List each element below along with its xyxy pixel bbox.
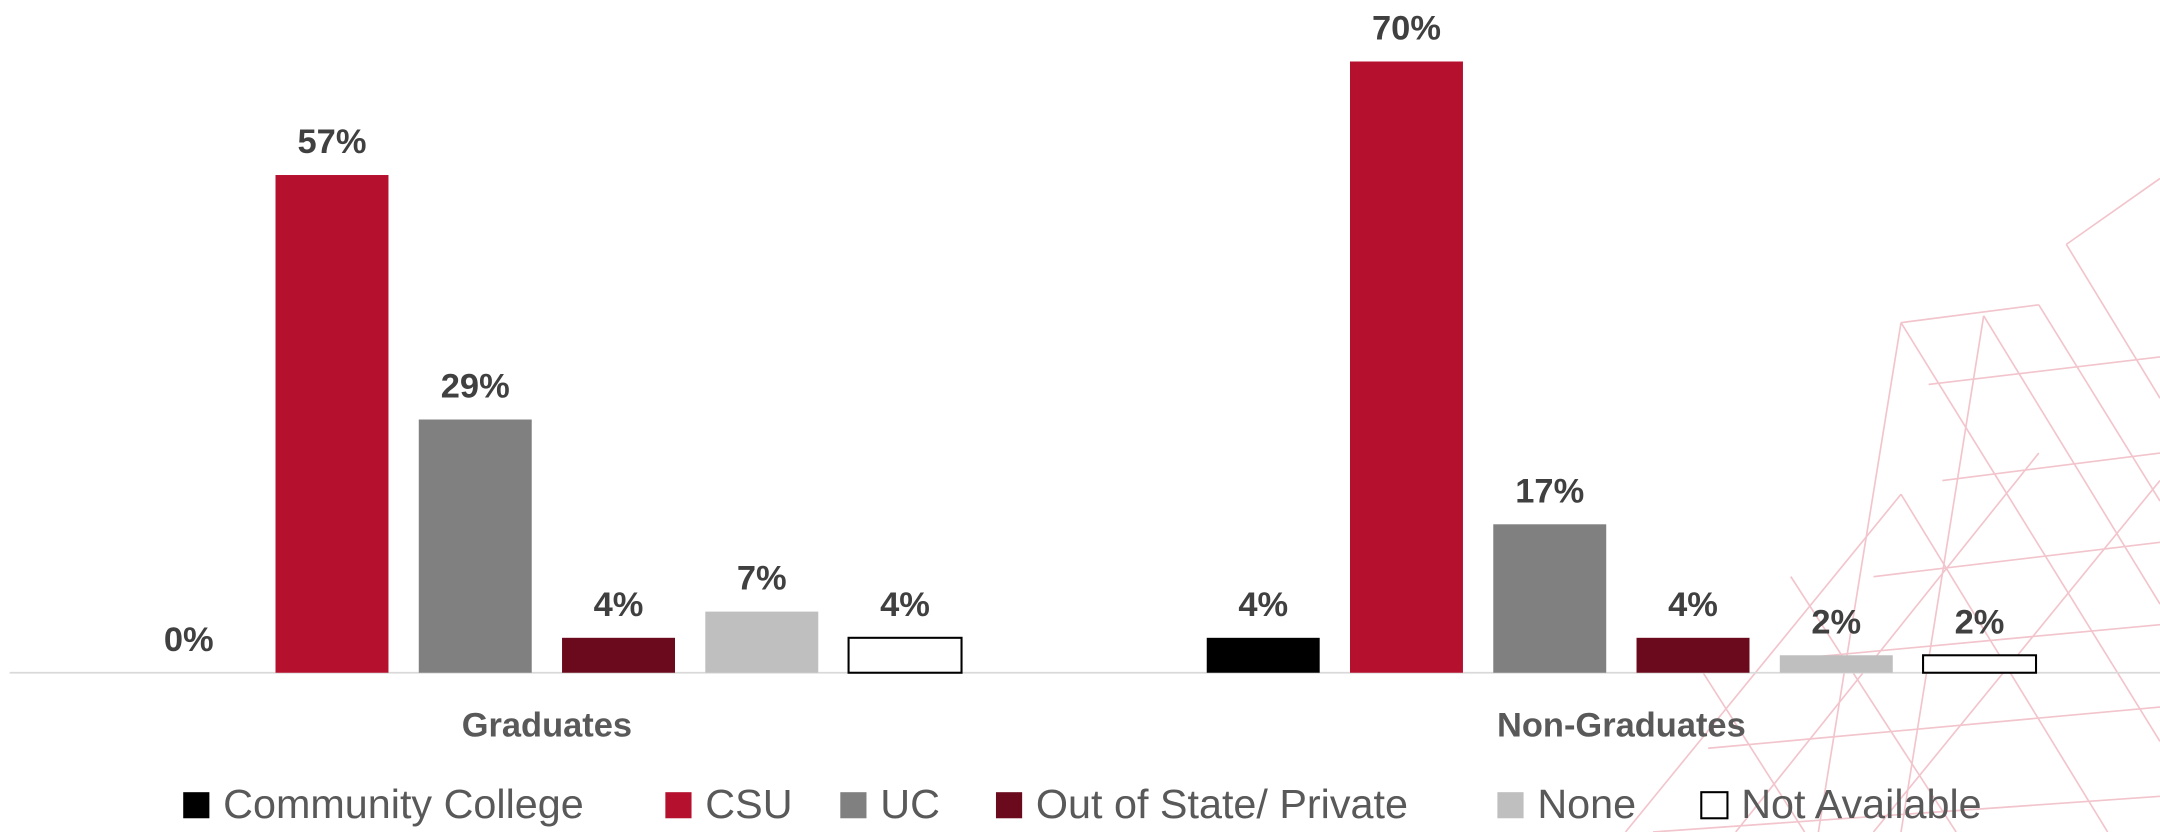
value-label: 57% [298, 123, 367, 161]
legend-label: Not Available [1741, 781, 1981, 827]
value-label: 2% [1955, 603, 2005, 641]
value-label: 0% [164, 621, 214, 659]
value-label: 4% [594, 586, 644, 624]
bar [418, 419, 532, 673]
legend-label: CSU [705, 781, 792, 827]
legend-swatch [840, 792, 867, 819]
value-label: 29% [441, 368, 510, 406]
bar [1636, 637, 1750, 673]
legend-swatch [1700, 791, 1729, 820]
x-tick-label: Graduates [462, 707, 632, 745]
bar [1350, 61, 1463, 673]
value-label: 7% [737, 560, 787, 598]
bar [275, 175, 389, 673]
legend-swatch [183, 792, 210, 819]
legend-label: UC [880, 781, 940, 827]
legend-swatch [665, 792, 692, 819]
legend-label: Out of State/ Private [1036, 781, 1408, 827]
bar [705, 611, 819, 673]
bar [847, 636, 963, 674]
bar [1779, 655, 1893, 673]
x-tick-label: Non-Graduates [1497, 707, 1746, 745]
bar [1922, 654, 2038, 674]
value-label: 2% [1811, 603, 1861, 641]
bar [1206, 637, 1320, 673]
legend-label: Community College [223, 781, 584, 827]
legend-label: None [1537, 781, 1636, 827]
value-label: 4% [1238, 586, 1288, 624]
value-label: 70% [1372, 10, 1441, 48]
legend-swatch [1497, 792, 1524, 819]
value-label: 4% [1668, 586, 1718, 624]
legend-swatch [995, 792, 1023, 819]
bar [562, 637, 675, 673]
value-label: 17% [1515, 472, 1584, 510]
value-label: 4% [880, 586, 930, 624]
bar [1493, 524, 1607, 673]
